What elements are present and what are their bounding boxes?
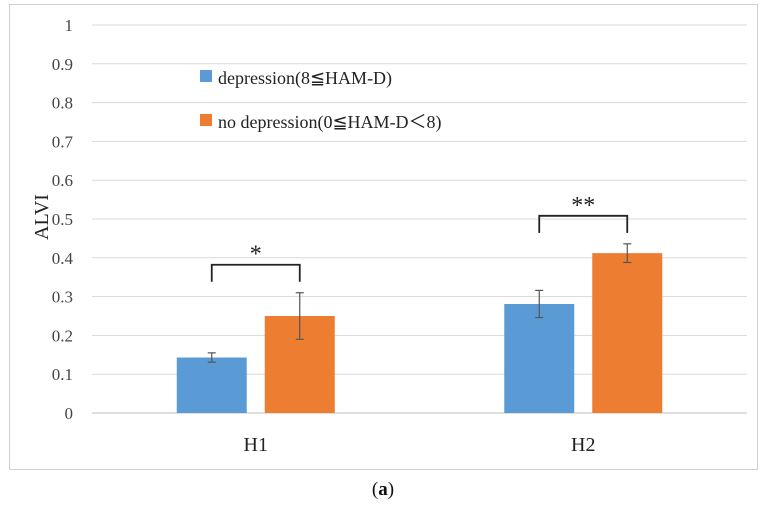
y-tick-label: 0.1 bbox=[52, 365, 73, 384]
bar bbox=[592, 253, 663, 413]
significance-bracket bbox=[538, 214, 629, 233]
caption-close: ) bbox=[387, 479, 395, 500]
figure-caption: (a) bbox=[0, 479, 766, 501]
y-axis-ticks: 0 0.1 0.2 0.3 0.4 0.5 0.6 0.7 0.8 0.9 1 bbox=[52, 16, 74, 423]
bar-chart: 00.10.20.30.40.50.60.70.80.91 ALVI *** H… bbox=[31, 16, 747, 456]
legend-label-depression: depression(8≦HAM-D) bbox=[218, 68, 392, 89]
y-tick-label: 1 bbox=[65, 16, 74, 35]
bars bbox=[176, 253, 663, 413]
y-axis-label: ALVI bbox=[31, 194, 53, 240]
y-tick-label: 0 bbox=[65, 404, 74, 423]
y-tick-label: 0.9 bbox=[52, 55, 73, 74]
y-tick-label: 0.3 bbox=[52, 288, 73, 307]
significance-markers: *** bbox=[210, 193, 629, 282]
chart-frame: 0 0.1 0.2 0.3 0.4 0.5 0.6 0.7 0.8 0.9 1 ALVI * ** H… bbox=[9, 4, 758, 470]
y-tick-label: 0.4 bbox=[52, 249, 74, 268]
error-bars bbox=[207, 243, 632, 363]
caption-open: ( bbox=[371, 479, 379, 500]
y-tick-label: 0.6 bbox=[52, 171, 73, 190]
legend-swatch-depression bbox=[200, 70, 212, 82]
bar bbox=[176, 357, 247, 413]
bar bbox=[504, 303, 575, 413]
legend-swatch-no-depression bbox=[200, 114, 212, 126]
legend: depression(8≦HAM-D) no depression(0≦HAM-… bbox=[200, 68, 442, 133]
y-tick-label: 0.2 bbox=[52, 326, 73, 345]
y-tick-label: 0.8 bbox=[52, 94, 73, 113]
legend-label-no-depression: no depression(0≦HAM-D＜8) bbox=[218, 112, 442, 133]
significance-marker: * bbox=[250, 242, 262, 268]
x-category-label: H1 bbox=[244, 434, 268, 456]
y-tick-label: 0.7 bbox=[52, 132, 74, 151]
x-axis-categories: H1 H2 bbox=[244, 434, 596, 456]
x-category-label: H2 bbox=[571, 434, 595, 456]
y-tick-label: 0.5 bbox=[52, 210, 73, 229]
caption-letter: a bbox=[378, 479, 388, 500]
significance-marker: ** bbox=[571, 193, 595, 219]
significance-bracket bbox=[210, 263, 301, 282]
